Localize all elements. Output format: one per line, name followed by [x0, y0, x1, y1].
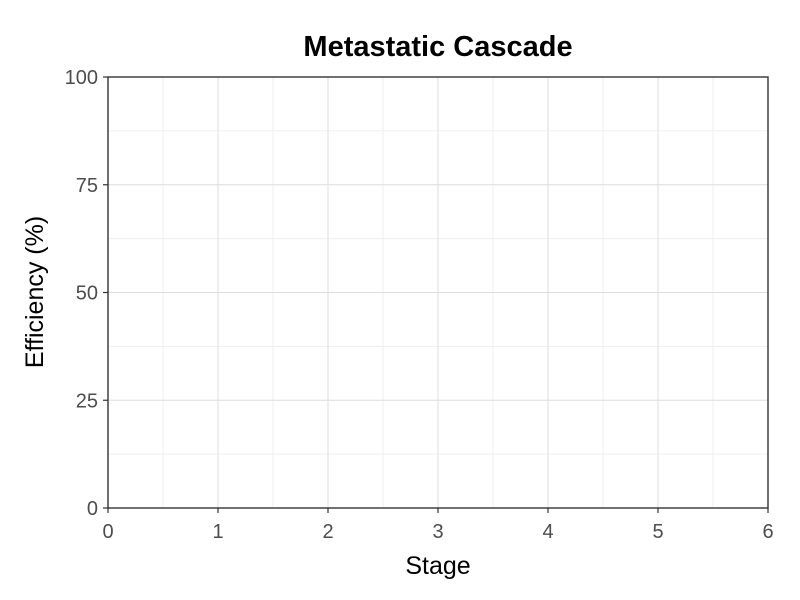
y-tick-label: 100	[65, 67, 98, 89]
y-tick-label: 50	[76, 283, 98, 305]
chart-title: Metastatic Cascade	[303, 31, 572, 63]
x-tick-label: 2	[322, 521, 333, 543]
y-tick-label: 25	[76, 390, 98, 412]
y-tick-label: 75	[76, 175, 98, 197]
x-tick-label: 0	[102, 521, 113, 543]
x-tick-label: 6	[762, 521, 773, 543]
ticks	[103, 76, 769, 513]
y-axis-label: Efficiency (%)	[21, 216, 49, 368]
x-tick-label: 1	[212, 521, 223, 543]
tick-labels: 0 1 2 3 4 5 6 0 25 50 75 100	[65, 67, 774, 543]
x-axis-label: Stage	[405, 552, 470, 580]
x-tick-label: 4	[542, 521, 553, 543]
x-tick-label: 5	[652, 521, 663, 543]
y-tick-label: 0	[87, 498, 98, 520]
x-tick-label: 3	[432, 521, 443, 543]
